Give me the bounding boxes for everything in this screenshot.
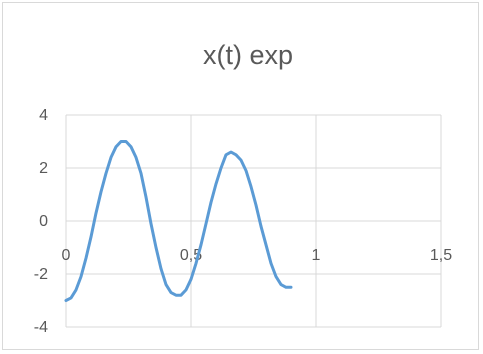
y-tick-label: -2 <box>34 266 48 283</box>
chart-frame <box>2 2 479 350</box>
y-tick-label: 2 <box>39 160 48 177</box>
x-tick-label: 0 <box>62 247 71 264</box>
series-line <box>64 140 293 302</box>
y-tick-label: 4 <box>39 107 48 124</box>
y-tick-label: 0 <box>39 213 48 230</box>
x-tick-label: 1 <box>312 247 321 264</box>
y-tick-label: -4 <box>34 319 48 336</box>
chart-title: x(t) exp <box>203 40 293 70</box>
x-tick-label: 1,5 <box>430 247 452 264</box>
